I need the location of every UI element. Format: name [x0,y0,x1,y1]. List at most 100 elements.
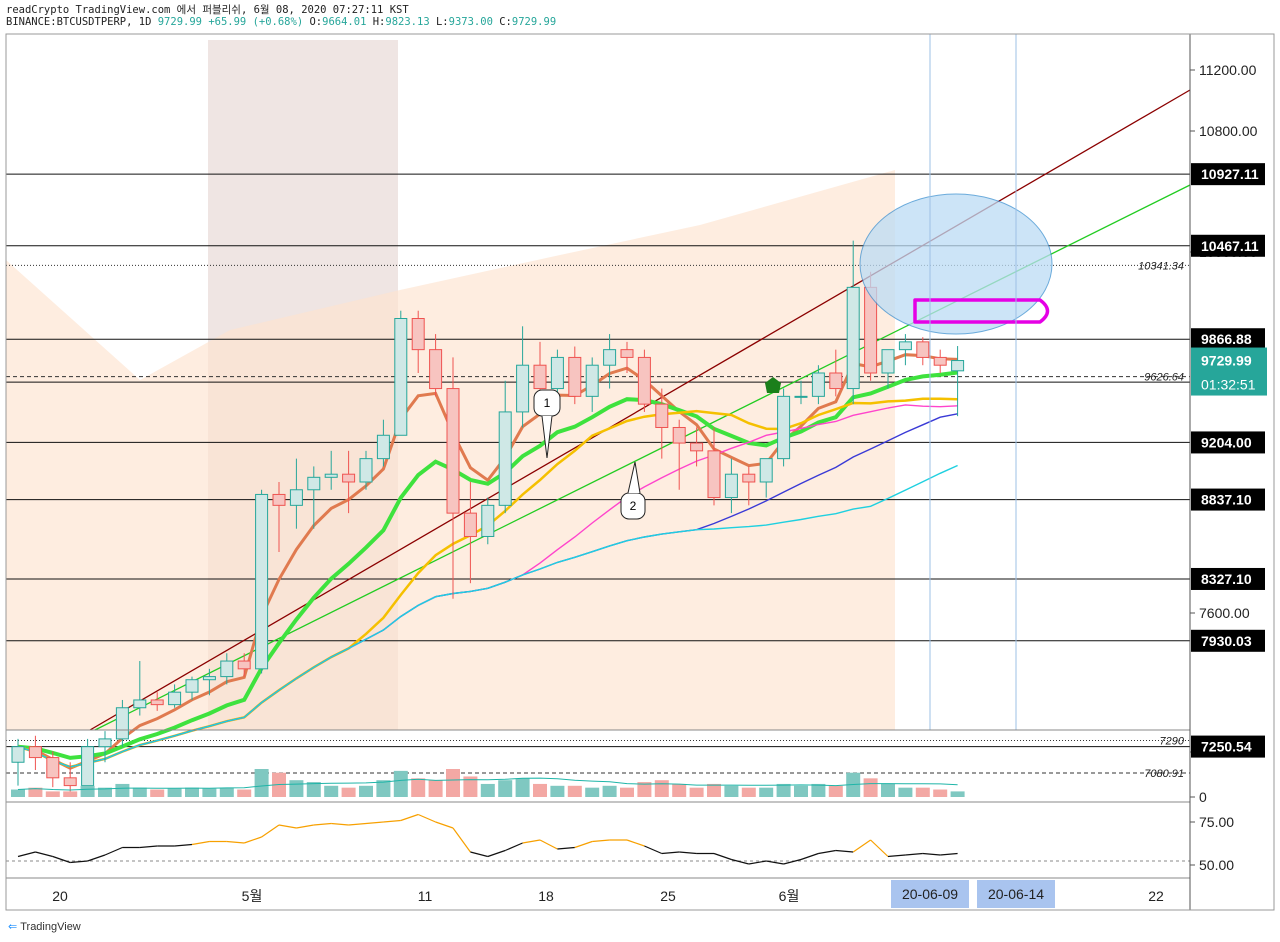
candle[interactable] [881,349,895,374]
candle[interactable] [202,676,216,681]
time-axis[interactable]: 20 5월 11 18 25 6월 22 20-06-09 20-06-14 [52,880,1164,908]
level-label-box-6[interactable] [1191,567,1265,590]
level-label-box-0[interactable] [1191,163,1265,186]
magenta-box[interactable] [913,298,1050,324]
level-label-2: 9866.88 [1201,331,1252,347]
candle[interactable] [690,442,704,452]
ma-line-cyan[interactable] [17,464,958,768]
candle[interactable] [568,356,582,397]
candle[interactable] [585,364,599,397]
candle[interactable] [829,372,843,390]
candle[interactable] [759,458,773,483]
candle[interactable] [28,746,42,759]
level-label-box-8[interactable] [1191,735,1265,758]
candle[interactable] [133,699,147,709]
candle[interactable] [168,691,182,706]
osc-segment [626,839,645,847]
candle[interactable] [707,450,721,499]
candle[interactable] [307,476,321,491]
current-price-box[interactable] [1191,347,1267,396]
candle[interactable] [550,356,564,390]
symbol-name[interactable]: BINANCE:BTCUSDTPERP, 1D [6,16,152,28]
price-axis[interactable]: 11200.0010800.0010000.007600.002.5M075.0… [1190,62,1267,873]
date-label-box-0[interactable] [891,880,969,908]
time-tick-label: 22 [1148,888,1164,904]
candle[interactable] [429,349,443,390]
candle[interactable] [846,286,860,390]
osc-segment [922,852,941,856]
low-value: 9373.00 [448,16,493,28]
level-label-box-2[interactable] [1191,328,1265,351]
volume-bar [324,785,339,797]
high-value: 9823.13 [385,16,430,28]
osc-segment [644,845,663,855]
candle[interactable] [289,489,303,506]
level-label-box-4[interactable] [1191,431,1265,454]
footer-brand[interactable]: TradingView [20,920,81,933]
candle[interactable] [672,426,686,444]
osc-segment [574,840,593,849]
candle[interactable] [655,403,669,428]
target-ellipse[interactable] [859,193,1053,335]
candle[interactable] [272,493,286,506]
candle[interactable] [220,660,234,678]
candle[interactable] [811,372,825,397]
candle[interactable] [185,679,199,693]
volume-bar [898,787,913,797]
osc-segment [365,821,384,825]
candle[interactable] [637,356,651,405]
date-label-box-1[interactable] [977,880,1055,908]
candle[interactable] [951,360,965,372]
candle[interactable] [724,473,738,499]
candle[interactable] [533,364,547,390]
candle[interactable] [411,318,425,351]
osc-segment [504,842,523,852]
volume-bar [45,791,60,797]
volume-bar [881,783,895,797]
candle[interactable] [115,707,129,740]
candle[interactable] [342,473,356,483]
osc-segment [70,860,88,864]
osc-segment [348,822,367,826]
candle[interactable] [463,512,477,537]
candle[interactable] [620,349,634,358]
volume-bar [167,788,182,797]
osc-segment [104,846,123,856]
candle[interactable] [46,757,60,779]
trendline-red[interactable] [89,89,1191,731]
candle[interactable] [777,395,791,460]
candle[interactable] [446,388,460,514]
candle[interactable] [498,411,512,506]
candle[interactable] [11,746,25,763]
candle[interactable] [898,341,912,351]
callout-2[interactable]: 2 [620,461,646,520]
candle[interactable] [98,738,112,748]
low-label: L: [435,16,449,28]
callout-1[interactable]: 1 [533,389,561,459]
candle[interactable] [481,504,495,537]
close-value: 9729.99 [511,16,557,28]
candle[interactable] [237,660,251,670]
candle[interactable] [603,349,617,366]
level-label-box-7[interactable] [1191,629,1265,652]
candle[interactable] [394,318,408,436]
ma-line-orange-fast[interactable] [17,353,958,770]
candle[interactable] [516,364,530,413]
level-label-box-5[interactable] [1191,488,1265,511]
candle[interactable] [376,434,390,460]
candle[interactable] [150,699,164,706]
volume-bar [393,770,408,797]
candle[interactable] [742,473,756,483]
candle[interactable] [916,341,930,358]
osc-segment [557,846,575,850]
candle[interactable] [81,746,95,787]
candle[interactable] [933,356,947,366]
candle[interactable] [255,493,269,670]
candle[interactable] [324,473,338,478]
candle[interactable] [63,777,77,787]
level-label-box-1[interactable] [1191,234,1265,257]
candle[interactable] [359,458,373,483]
candle[interactable] [794,395,808,398]
ma-line-green[interactable] [17,370,958,760]
